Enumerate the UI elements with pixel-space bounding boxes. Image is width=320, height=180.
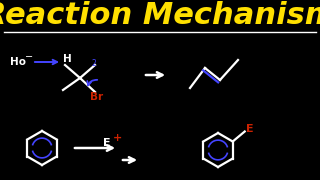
Text: Ho: Ho xyxy=(10,57,26,67)
Text: Br: Br xyxy=(90,92,103,102)
Text: E: E xyxy=(246,123,253,134)
Text: +: + xyxy=(113,133,122,143)
Text: E: E xyxy=(103,138,111,148)
Text: Reaction Mechanism: Reaction Mechanism xyxy=(0,1,320,30)
Text: H: H xyxy=(63,54,72,64)
Text: −: − xyxy=(25,52,33,62)
Text: 2: 2 xyxy=(91,58,96,68)
